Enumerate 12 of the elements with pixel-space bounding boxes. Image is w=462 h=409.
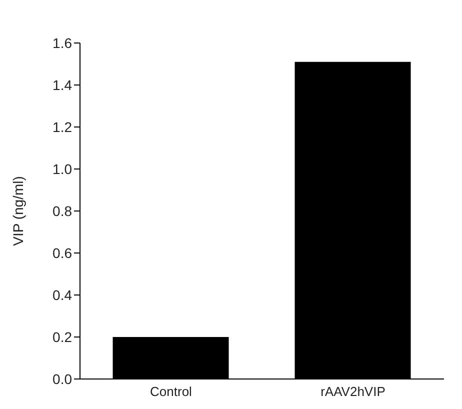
y-tick-label: 0.0 [52,370,72,387]
x-tick-label: rAAV2hVIP [320,384,386,400]
y-tick-label: 0.8 [52,202,72,219]
y-tick-label: 1.6 [52,34,72,51]
y-tick-label: 0.4 [52,286,72,303]
x-tick-label: Control [150,384,192,400]
y-tick-label: 1.0 [52,160,72,177]
y-tick-label: 0.6 [52,244,72,261]
y-tick-label: 1.4 [52,76,72,93]
y-tick-label: 1.2 [52,118,72,135]
y-axis-title: VIP (ng/ml) [10,176,26,246]
y-tick-label: 0.2 [52,328,72,345]
